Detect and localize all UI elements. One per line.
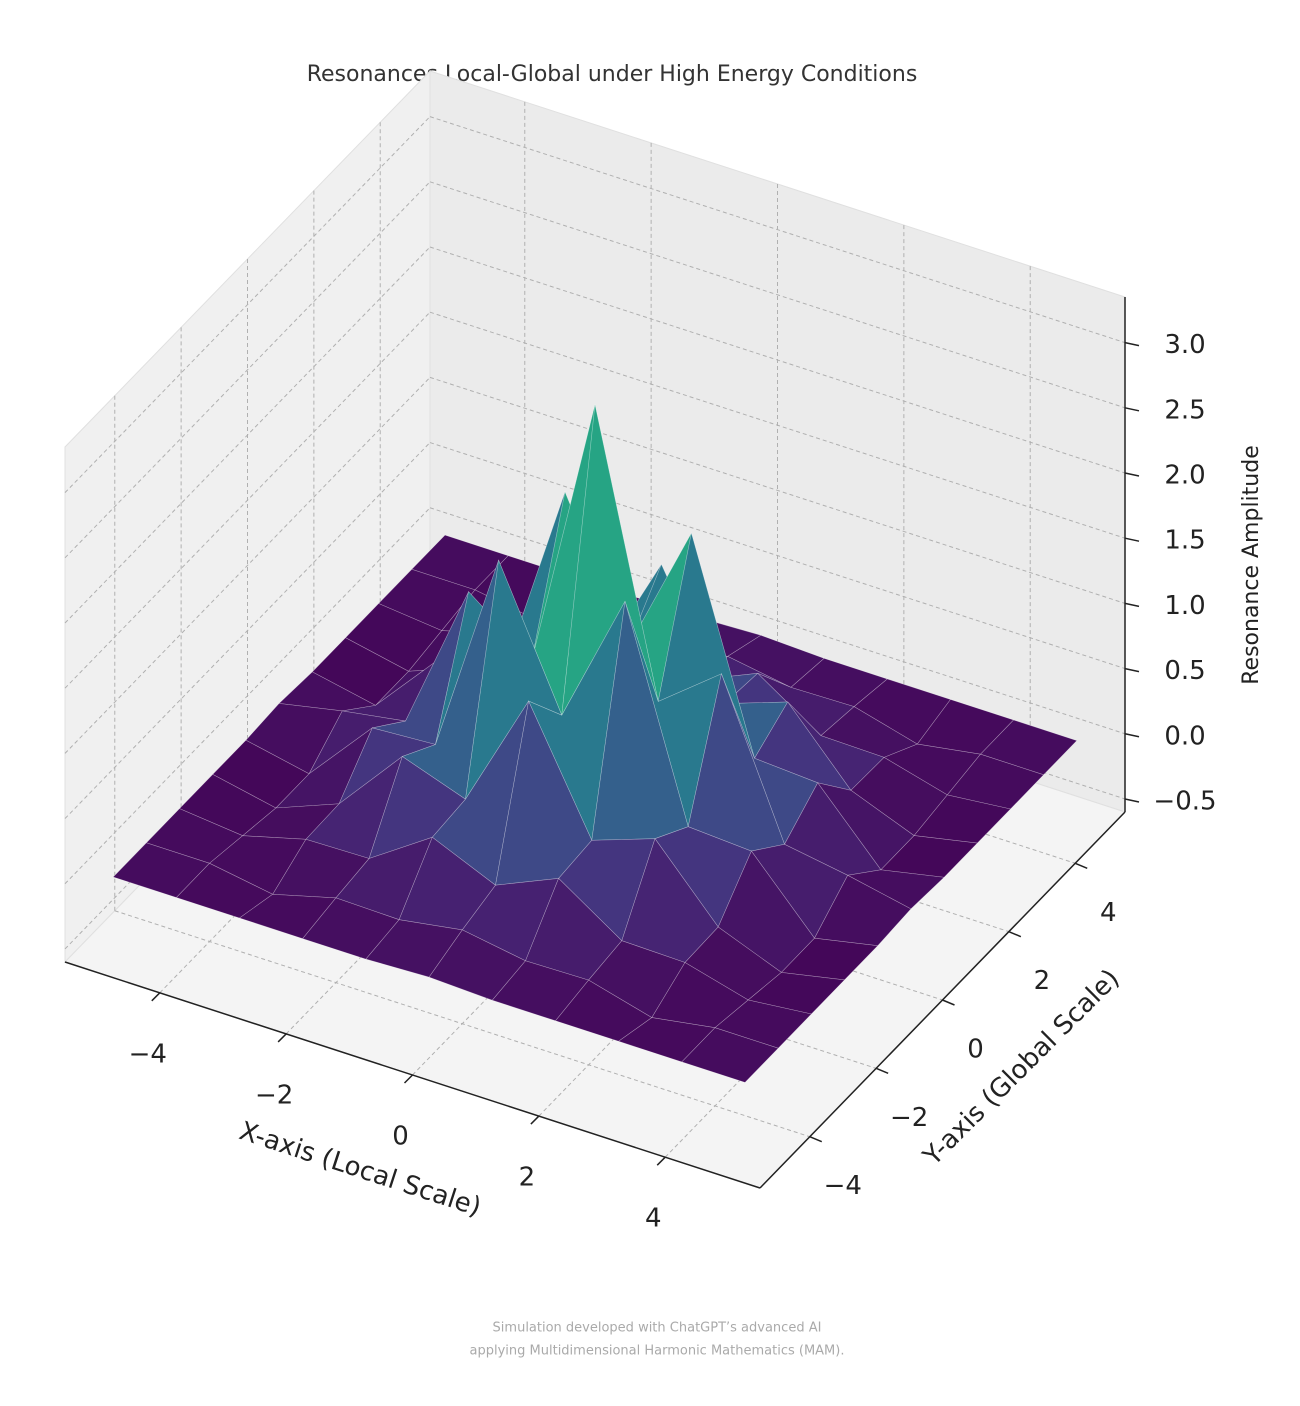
grid-line — [64, 507, 431, 885]
z-tick — [1124, 407, 1140, 412]
x-tick-label: 0 — [392, 1122, 409, 1152]
z-tick — [1124, 667, 1140, 673]
y-tick — [809, 1136, 823, 1143]
z-tick — [1124, 733, 1140, 738]
z-tick-label: 0.0 — [1164, 721, 1205, 751]
y-tick — [1008, 930, 1022, 938]
x-tick — [277, 1033, 287, 1043]
grid-line — [114, 910, 810, 1138]
grid-line — [429, 376, 1126, 604]
x-tick — [530, 1115, 540, 1125]
grid-line — [64, 442, 431, 819]
y-tick — [1074, 862, 1088, 869]
surface-patch — [846, 869, 945, 910]
x-tick-label: 2 — [519, 1163, 536, 1193]
y-tick-label: −2 — [890, 1103, 928, 1133]
footnote: applying Multidimensional Harmonic Mathe… — [470, 1344, 845, 1359]
grid-line — [429, 442, 1126, 670]
z-tick — [1124, 341, 1140, 347]
surface-patch — [681, 1027, 779, 1083]
surface-patch — [714, 999, 812, 1049]
chart-title: Resonances Local-Global under High Energ… — [307, 62, 918, 87]
z-tick-label: 3.0 — [1164, 330, 1205, 360]
surface-patch — [747, 972, 846, 1015]
grid-line — [429, 181, 1126, 409]
z-tick-label: 1.0 — [1164, 591, 1205, 621]
x-tick — [656, 1156, 666, 1166]
z-tick — [1124, 472, 1140, 477]
y-tick-label: 0 — [967, 1035, 984, 1065]
grid-line — [64, 377, 431, 754]
x-tick — [151, 992, 161, 1002]
y-tick — [875, 1067, 889, 1075]
x-tick-label: 4 — [645, 1204, 662, 1234]
z-tick-label: 1.5 — [1164, 526, 1205, 556]
z-tick — [1124, 602, 1140, 608]
y-tick — [942, 999, 955, 1006]
z-tick — [1124, 798, 1140, 803]
x-tick-label: −4 — [129, 1039, 167, 1069]
x-axis-label: X-axis (Local Scale) — [236, 1116, 485, 1222]
y-tick-label: 2 — [1034, 966, 1051, 996]
y-tick-label: 4 — [1100, 898, 1117, 928]
x-tick-label: −2 — [255, 1080, 293, 1110]
grid-line — [429, 246, 1126, 474]
grid-line — [429, 507, 1126, 735]
z-axis-label: Resonance Amplitude — [1239, 445, 1264, 685]
grid-line — [64, 246, 431, 624]
grid-line — [429, 311, 1126, 539]
grid-line — [64, 116, 431, 493]
x-tick — [403, 1074, 414, 1084]
grid-line — [64, 311, 431, 689]
z-tick-label: −0.5 — [1153, 786, 1216, 816]
surface-patch — [913, 794, 1012, 844]
grid-line — [64, 181, 431, 559]
z-tick-label: 2.0 — [1164, 461, 1205, 491]
z-tick — [1124, 537, 1140, 542]
surface-patch — [814, 874, 912, 947]
y-tick-label: −4 — [824, 1171, 862, 1201]
z-tick-label: 0.5 — [1164, 656, 1205, 686]
surface-patch — [946, 753, 1045, 810]
z-tick-label: 2.5 — [1164, 395, 1205, 425]
grid-line — [429, 116, 1126, 344]
footnote: Simulation developed with ChatGPT’s adva… — [493, 1321, 822, 1336]
